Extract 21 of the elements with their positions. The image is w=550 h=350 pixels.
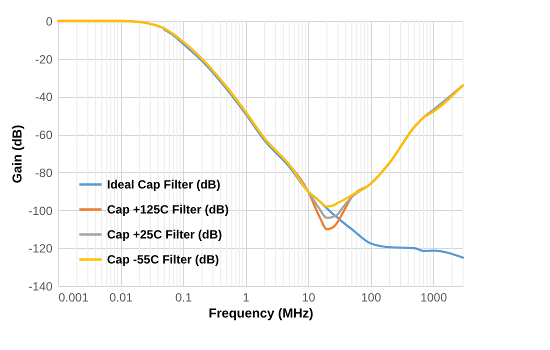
x-tick-label: 0.1 [175,290,192,304]
x-tick-label: 10 [302,290,316,304]
legend-label: Ideal Cap Filter (dB) [107,178,220,192]
x-tick-label: 1 [242,290,250,304]
y-tick-label: -80 [35,166,53,180]
y-axis-title: Gain (dB) [9,124,24,184]
y-tick-label: -100 [28,204,53,218]
x-axis-title: Frequency (MHz) [208,306,314,320]
legend-label: Cap +25C Filter (dB) [107,228,222,242]
y-tick-label: -20 [35,52,53,66]
x-tick-label: 0.001 [58,290,89,304]
y-tick-label: -140 [28,280,53,294]
x-tick-label: 1000 [420,290,448,304]
y-tick-label: -40 [35,90,53,104]
x-tick-label: 100 [361,290,382,304]
legend-label: Cap -55C Filter (dB) [107,252,220,266]
x-tick-label: 0.01 [109,290,134,304]
y-tick-label: -60 [35,128,53,142]
legend-label: Cap +125C Filter (dB) [107,202,229,216]
y-tick-label: -120 [28,242,53,256]
y-tick-label: 0 [46,14,53,28]
